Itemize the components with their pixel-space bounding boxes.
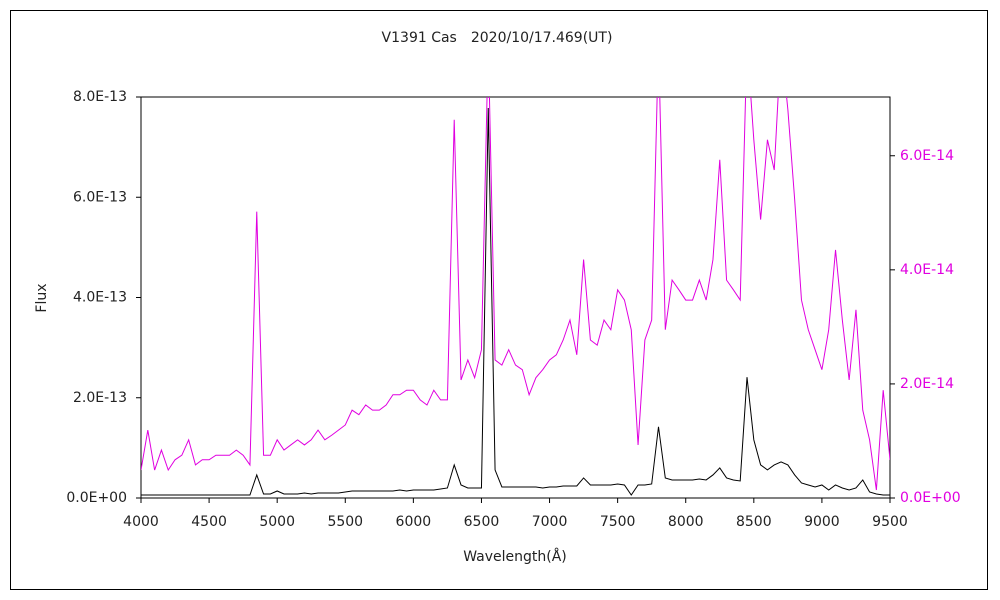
y2-tick-label: 2.0E-14 <box>900 376 954 392</box>
x-tick-label: 6500 <box>464 514 500 530</box>
spectrum-line <box>141 97 890 491</box>
y2-tick-label: 0.0E+00 <box>900 490 961 506</box>
x-tick-label: 9500 <box>872 514 908 530</box>
y-tick-label: 4.0E-13 <box>73 290 127 306</box>
x-axis-label: Wavelength(Å) <box>463 548 567 565</box>
x-tick-label: 6000 <box>396 514 432 530</box>
x-tick-label: 7000 <box>532 514 568 530</box>
spectrum-line <box>141 108 890 496</box>
y2-tick-label: 4.0E-14 <box>900 262 954 278</box>
plot-area <box>141 97 890 496</box>
y-tick-label: 2.0E-13 <box>73 390 127 406</box>
x-tick-label: 8000 <box>668 514 704 530</box>
x-tick-label: 4000 <box>123 514 159 530</box>
x-tick-label: 8500 <box>736 514 772 530</box>
y-tick-label: 0.0E+00 <box>66 490 127 506</box>
chart-border <box>10 10 988 590</box>
x-tick-label: 5500 <box>327 514 363 530</box>
plot-frame <box>140 96 891 499</box>
y-tick-label: 8.0E-13 <box>73 89 127 105</box>
x-tick-label: 5000 <box>259 514 295 530</box>
y2-tick-label: 6.0E-14 <box>900 148 954 164</box>
x-tick-label: 4500 <box>191 514 227 530</box>
y-tick-label: 6.0E-13 <box>73 189 127 205</box>
y-axis-label: Flux <box>34 283 50 312</box>
x-tick-label: 9000 <box>804 514 840 530</box>
x-tick-label: 7500 <box>600 514 636 530</box>
chart-title: V1391 Cas 2020/10/17.469(UT) <box>382 30 613 46</box>
